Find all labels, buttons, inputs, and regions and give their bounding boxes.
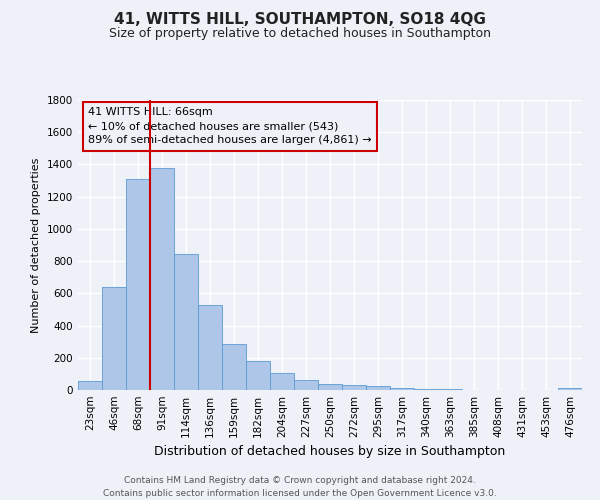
Bar — [174, 254, 198, 390]
Text: 41, WITTS HILL, SOUTHAMPTON, SO18 4QG: 41, WITTS HILL, SOUTHAMPTON, SO18 4QG — [114, 12, 486, 28]
Bar — [126, 179, 150, 390]
Bar — [558, 388, 582, 390]
Text: Contains HM Land Registry data © Crown copyright and database right 2024.
Contai: Contains HM Land Registry data © Crown c… — [103, 476, 497, 498]
Bar — [318, 384, 342, 390]
Bar — [342, 385, 366, 390]
Bar — [246, 361, 270, 390]
Bar — [414, 388, 438, 390]
Bar — [294, 380, 318, 390]
Text: 41 WITTS HILL: 66sqm
← 10% of detached houses are smaller (543)
89% of semi-deta: 41 WITTS HILL: 66sqm ← 10% of detached h… — [88, 108, 372, 146]
Bar — [102, 287, 126, 390]
Bar — [390, 388, 414, 390]
Bar — [438, 389, 462, 390]
Y-axis label: Number of detached properties: Number of detached properties — [31, 158, 41, 332]
Bar — [150, 168, 174, 390]
Bar — [270, 373, 294, 390]
Bar — [198, 304, 222, 390]
Bar — [366, 386, 390, 390]
Bar — [222, 344, 246, 390]
Bar — [78, 381, 102, 390]
Text: Size of property relative to detached houses in Southampton: Size of property relative to detached ho… — [109, 28, 491, 40]
X-axis label: Distribution of detached houses by size in Southampton: Distribution of detached houses by size … — [154, 446, 506, 458]
